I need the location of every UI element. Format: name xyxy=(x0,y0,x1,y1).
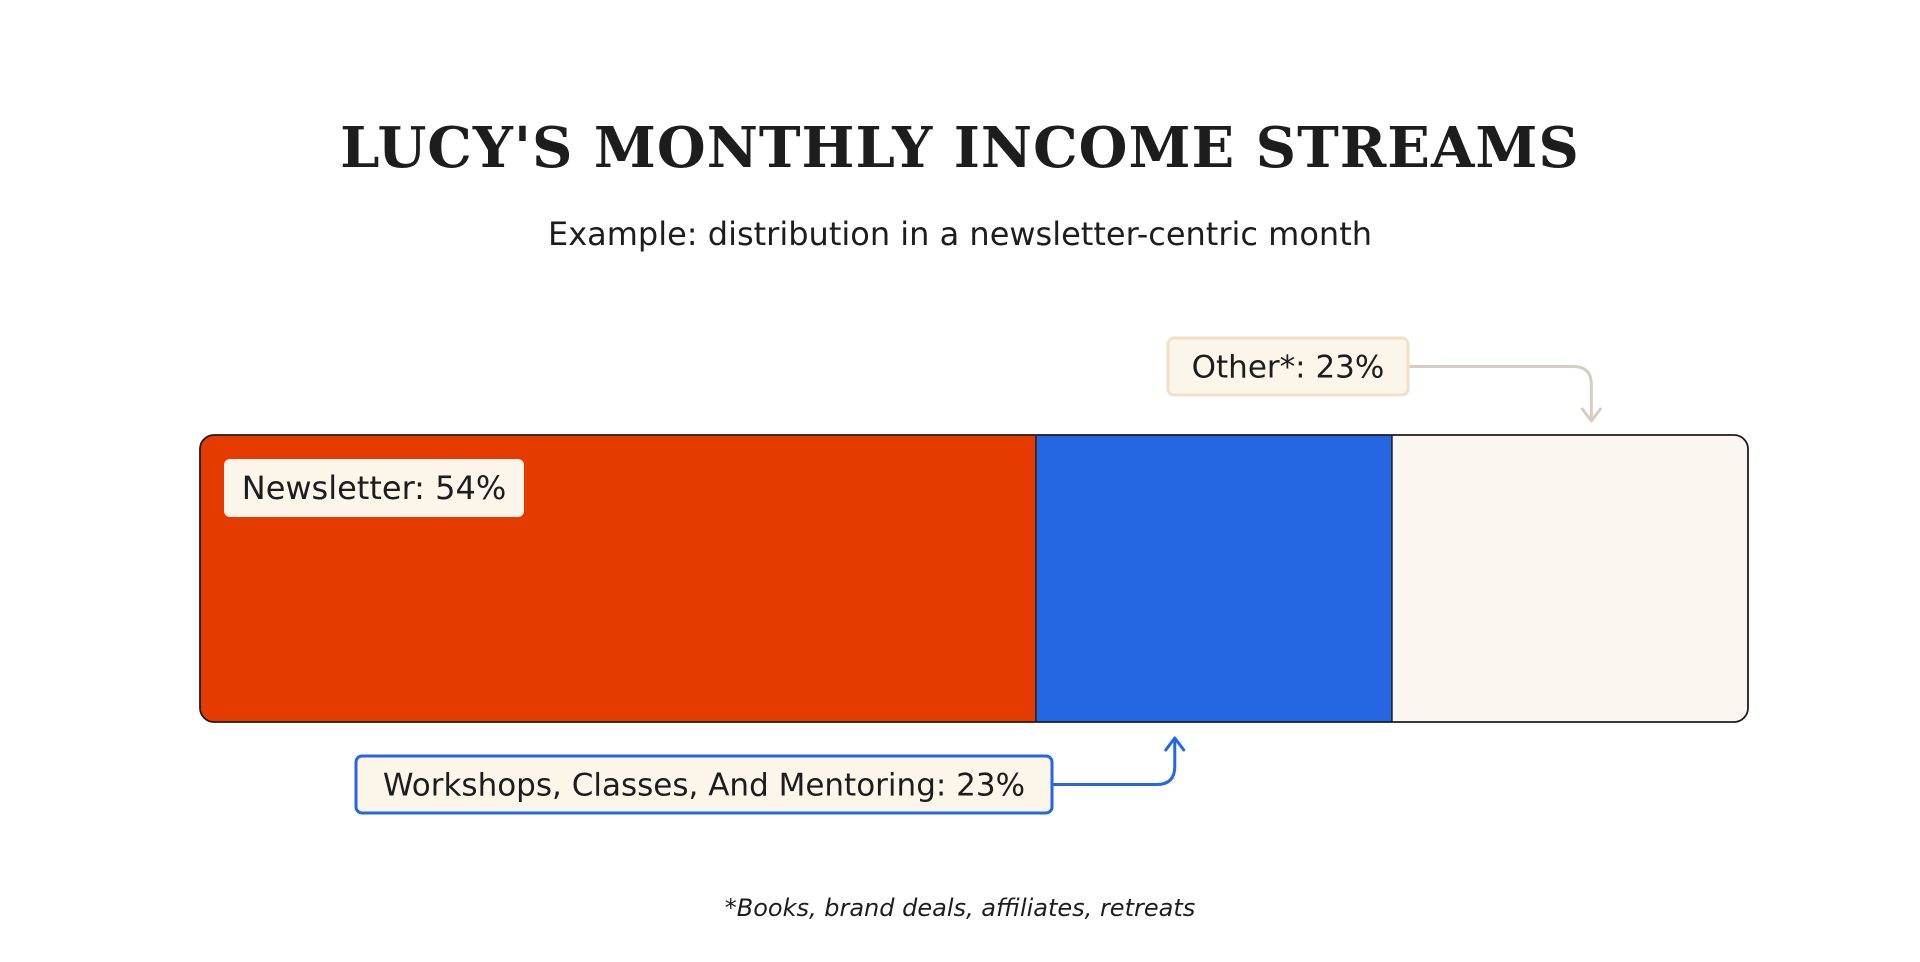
workshops-callout-arrowhead xyxy=(1164,736,1186,752)
other-callout-arrowhead xyxy=(1580,407,1602,423)
workshops-label-box xyxy=(354,754,1054,815)
other-label-box xyxy=(1166,336,1410,397)
chart-title: LUCY'S MONTHLY INCOME STREAMS xyxy=(340,115,1580,181)
chart-subtitle: Example: distribution in a newsletter-ce… xyxy=(547,215,1373,253)
newsletter-label-box xyxy=(224,459,524,517)
bar-outline xyxy=(199,434,1749,723)
bar-segment-other xyxy=(1391,435,1748,722)
bar-segment-workshops-classes-and-mentoring xyxy=(1035,435,1392,722)
workshops-callout-arrow-line xyxy=(1052,740,1177,786)
newsletter-data-label: Newsletter: 54% xyxy=(242,469,507,507)
other-callout-arrow-line xyxy=(1408,365,1593,419)
other-data-label: Other*: 23% xyxy=(1192,350,1385,386)
chart-footnote: *Books, brand deals, affiliates, retreat… xyxy=(724,894,1196,922)
workshops-data-label: Workshops, Classes, And Mentoring: 23% xyxy=(383,768,1025,804)
